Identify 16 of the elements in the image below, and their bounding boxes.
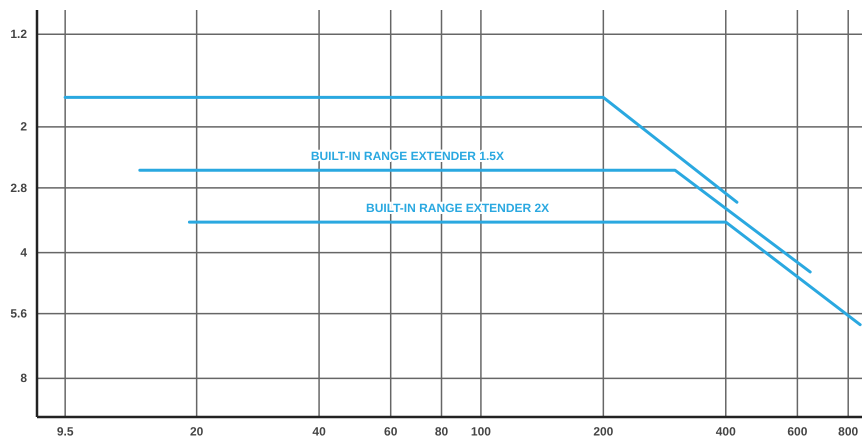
x-tick-label: 9.5 <box>56 424 74 439</box>
x-tick-label: 80 <box>434 424 448 439</box>
y-tick-label: 5.6 <box>10 306 28 320</box>
y-tick-label: 8 <box>20 371 28 386</box>
y-tick-label: 2 <box>20 120 28 134</box>
x-tick-label: 200 <box>593 424 614 439</box>
x-tick-label: 60 <box>384 424 398 439</box>
y-tick-label: 4 <box>20 245 28 260</box>
y-tick-label: 2.8 <box>10 180 28 195</box>
x-tick-label: 600 <box>787 424 808 439</box>
x-tick-label: 20 <box>190 424 204 439</box>
x-tick-label: 400 <box>716 424 736 439</box>
x-tick-label: 800 <box>838 424 859 439</box>
x-tick-label: 40 <box>312 424 326 439</box>
x-tick-label: 100 <box>470 424 492 439</box>
y-tick-label: 1.2 <box>10 27 28 42</box>
